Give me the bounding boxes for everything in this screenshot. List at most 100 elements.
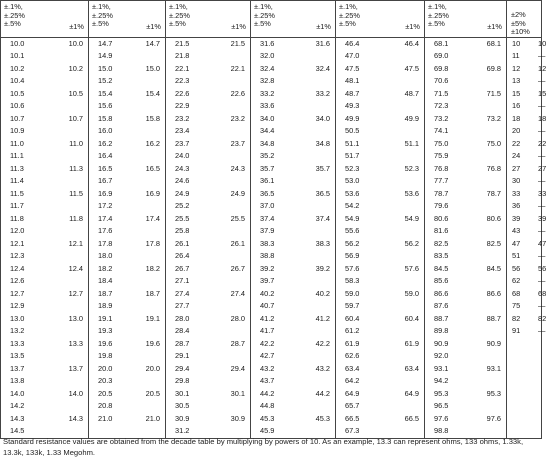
table-row: 17.2 — [89, 200, 165, 213]
value-cell: 81.6 — [434, 226, 449, 236]
table-row: 35.7 35.7 — [251, 163, 335, 176]
value-cell: 47.5 — [345, 63, 360, 73]
value-cell-alt: 41.2 — [315, 313, 330, 323]
value-cell-alt: 34.0 — [315, 113, 330, 123]
value-cell-alt — [160, 275, 165, 288]
value-cell: 10.0 — [10, 38, 25, 48]
table-row: 62 — — [507, 275, 545, 288]
table-row: 49.9 49.9 — [336, 113, 424, 126]
table-row: 57.6 57.6 — [336, 263, 424, 276]
value-cell: 53.6 — [345, 188, 360, 198]
table-row: 54.9 54.9 — [336, 213, 424, 226]
value-cell-alt: 78.7 — [486, 188, 501, 198]
value-cell: 86.6 — [434, 288, 449, 298]
value-cell-alt — [330, 150, 335, 163]
value-cell: 51 — [512, 251, 521, 261]
value-cell: 25.8 — [175, 226, 190, 236]
value-cell: 11.8 — [10, 213, 24, 223]
table-row: 18.7 18.7 — [89, 288, 165, 301]
value-cell-alt: 20.0 — [145, 363, 160, 373]
table-row: 75.0 75.0 — [425, 138, 506, 151]
value-cell: 34.0 — [260, 113, 275, 123]
value-cell-alt: 10.7 — [68, 113, 83, 123]
table-row: 79.6 — [425, 200, 506, 213]
value-cell-alt: 12.1 — [68, 238, 83, 248]
value-cell: 95.3 — [434, 388, 449, 398]
value-cell-alt: 11.0 — [69, 138, 83, 148]
table-row: 84.5 84.5 — [425, 263, 506, 276]
value-cell: 19.3 — [98, 326, 113, 336]
value-cell-alt: — — [538, 201, 546, 211]
table-row: 22.9 — [166, 100, 250, 113]
table-row: 19.1 19.1 — [89, 313, 165, 326]
value-cell: 10.1 — [10, 51, 25, 61]
value-cell: 49.3 — [345, 101, 360, 111]
resistance-table: ±.1%, ±.25% ±.5% ±1% ±.1%, ±.25% ±.5% ±1% ±.1%… — [0, 0, 546, 439]
table-row: 44.2 44.2 — [251, 388, 335, 401]
value-cell-alt: 22.1 — [230, 63, 245, 73]
value-cell-alt — [330, 100, 335, 113]
table-row: 31.6 31.6 — [251, 38, 335, 51]
value-cell-alt: 52.3 — [404, 163, 419, 173]
value-cell: 68 — [512, 288, 521, 298]
table-row: 56.2 56.2 — [336, 238, 424, 251]
table-row: 24.6 — [166, 175, 250, 188]
value-column: 21.5 21.5 21.8 22.1 22.1 22.3 22.6 22.6 22.9 23.2… — [165, 37, 251, 439]
value-cell: 10 — [512, 38, 521, 48]
value-cell-alt: 16.2 — [145, 138, 160, 148]
value-cell-alt: — — [538, 151, 546, 161]
table-row: 16.4 — [89, 150, 165, 163]
value-cell: 96.5 — [434, 401, 449, 411]
value-cell-alt: 31.6 — [315, 38, 330, 48]
value-cell: 79.6 — [434, 201, 449, 211]
value-cell-alt: 20.5 — [145, 388, 160, 398]
value-cell-alt — [83, 200, 88, 213]
value-cell: 39.7 — [260, 276, 275, 286]
value-cell-alt: 71.5 — [486, 88, 501, 98]
value-cell-alt: 95.3 — [486, 388, 501, 398]
table-row: 46.4 46.4 — [336, 38, 424, 51]
value-cell: 62 — [512, 276, 521, 286]
table-row: 14.9 — [89, 50, 165, 63]
value-cell: 12 — [512, 63, 521, 73]
table-row: 76.8 76.8 — [425, 163, 506, 176]
value-cell: 24.6 — [175, 176, 190, 186]
value-cell-alt: 12.4 — [68, 263, 83, 273]
table-row: 26.7 26.7 — [166, 263, 250, 276]
value-cell: 33.6 — [260, 101, 275, 111]
value-cell: 30.9 — [175, 413, 190, 423]
value-cell-alt: 54.9 — [404, 213, 419, 223]
value-cell-alt — [501, 300, 506, 313]
value-cell: 17.6 — [98, 226, 113, 236]
value-cell-alt: 33 — [538, 188, 547, 198]
value-cell: 16.2 — [98, 138, 113, 148]
value-cell-alt — [419, 300, 424, 313]
value-cell: 12.9 — [10, 301, 25, 311]
value-cell: 22.1 — [175, 63, 190, 73]
table-row: 34.4 — [251, 125, 335, 138]
value-cell: 40.2 — [260, 288, 275, 298]
table-row: 60.4 60.4 — [336, 313, 424, 326]
value-cell-alt: 61.9 — [404, 338, 419, 348]
table-row: 23.4 — [166, 125, 250, 138]
value-cell: 33 — [512, 188, 521, 198]
value-cell: 58.3 — [345, 276, 360, 286]
table-row: 68 68 — [507, 288, 546, 301]
table-row: 18.0 — [89, 250, 165, 263]
value-cell: 94.2 — [434, 376, 449, 386]
value-cell: 72.3 — [434, 101, 449, 111]
value-cell-alt: 73.2 — [486, 113, 501, 123]
value-cell: 35.2 — [260, 151, 275, 161]
table-row: 82 82 — [507, 313, 546, 326]
table-row: 69.8 69.8 — [425, 63, 506, 76]
value-cell: 18 — [512, 113, 521, 123]
value-cell: 14.2 — [10, 401, 25, 411]
value-cell: 10.5 — [10, 88, 25, 98]
value-cell-alt — [245, 350, 250, 363]
value-cell: 39.2 — [260, 263, 275, 273]
value-cell-alt — [330, 250, 335, 263]
value-cell: 97.6 — [434, 413, 449, 423]
value-cell: 30.1 — [175, 388, 190, 398]
value-cell-alt: 80.6 — [486, 213, 501, 223]
value-cell: 37.0 — [260, 201, 275, 211]
